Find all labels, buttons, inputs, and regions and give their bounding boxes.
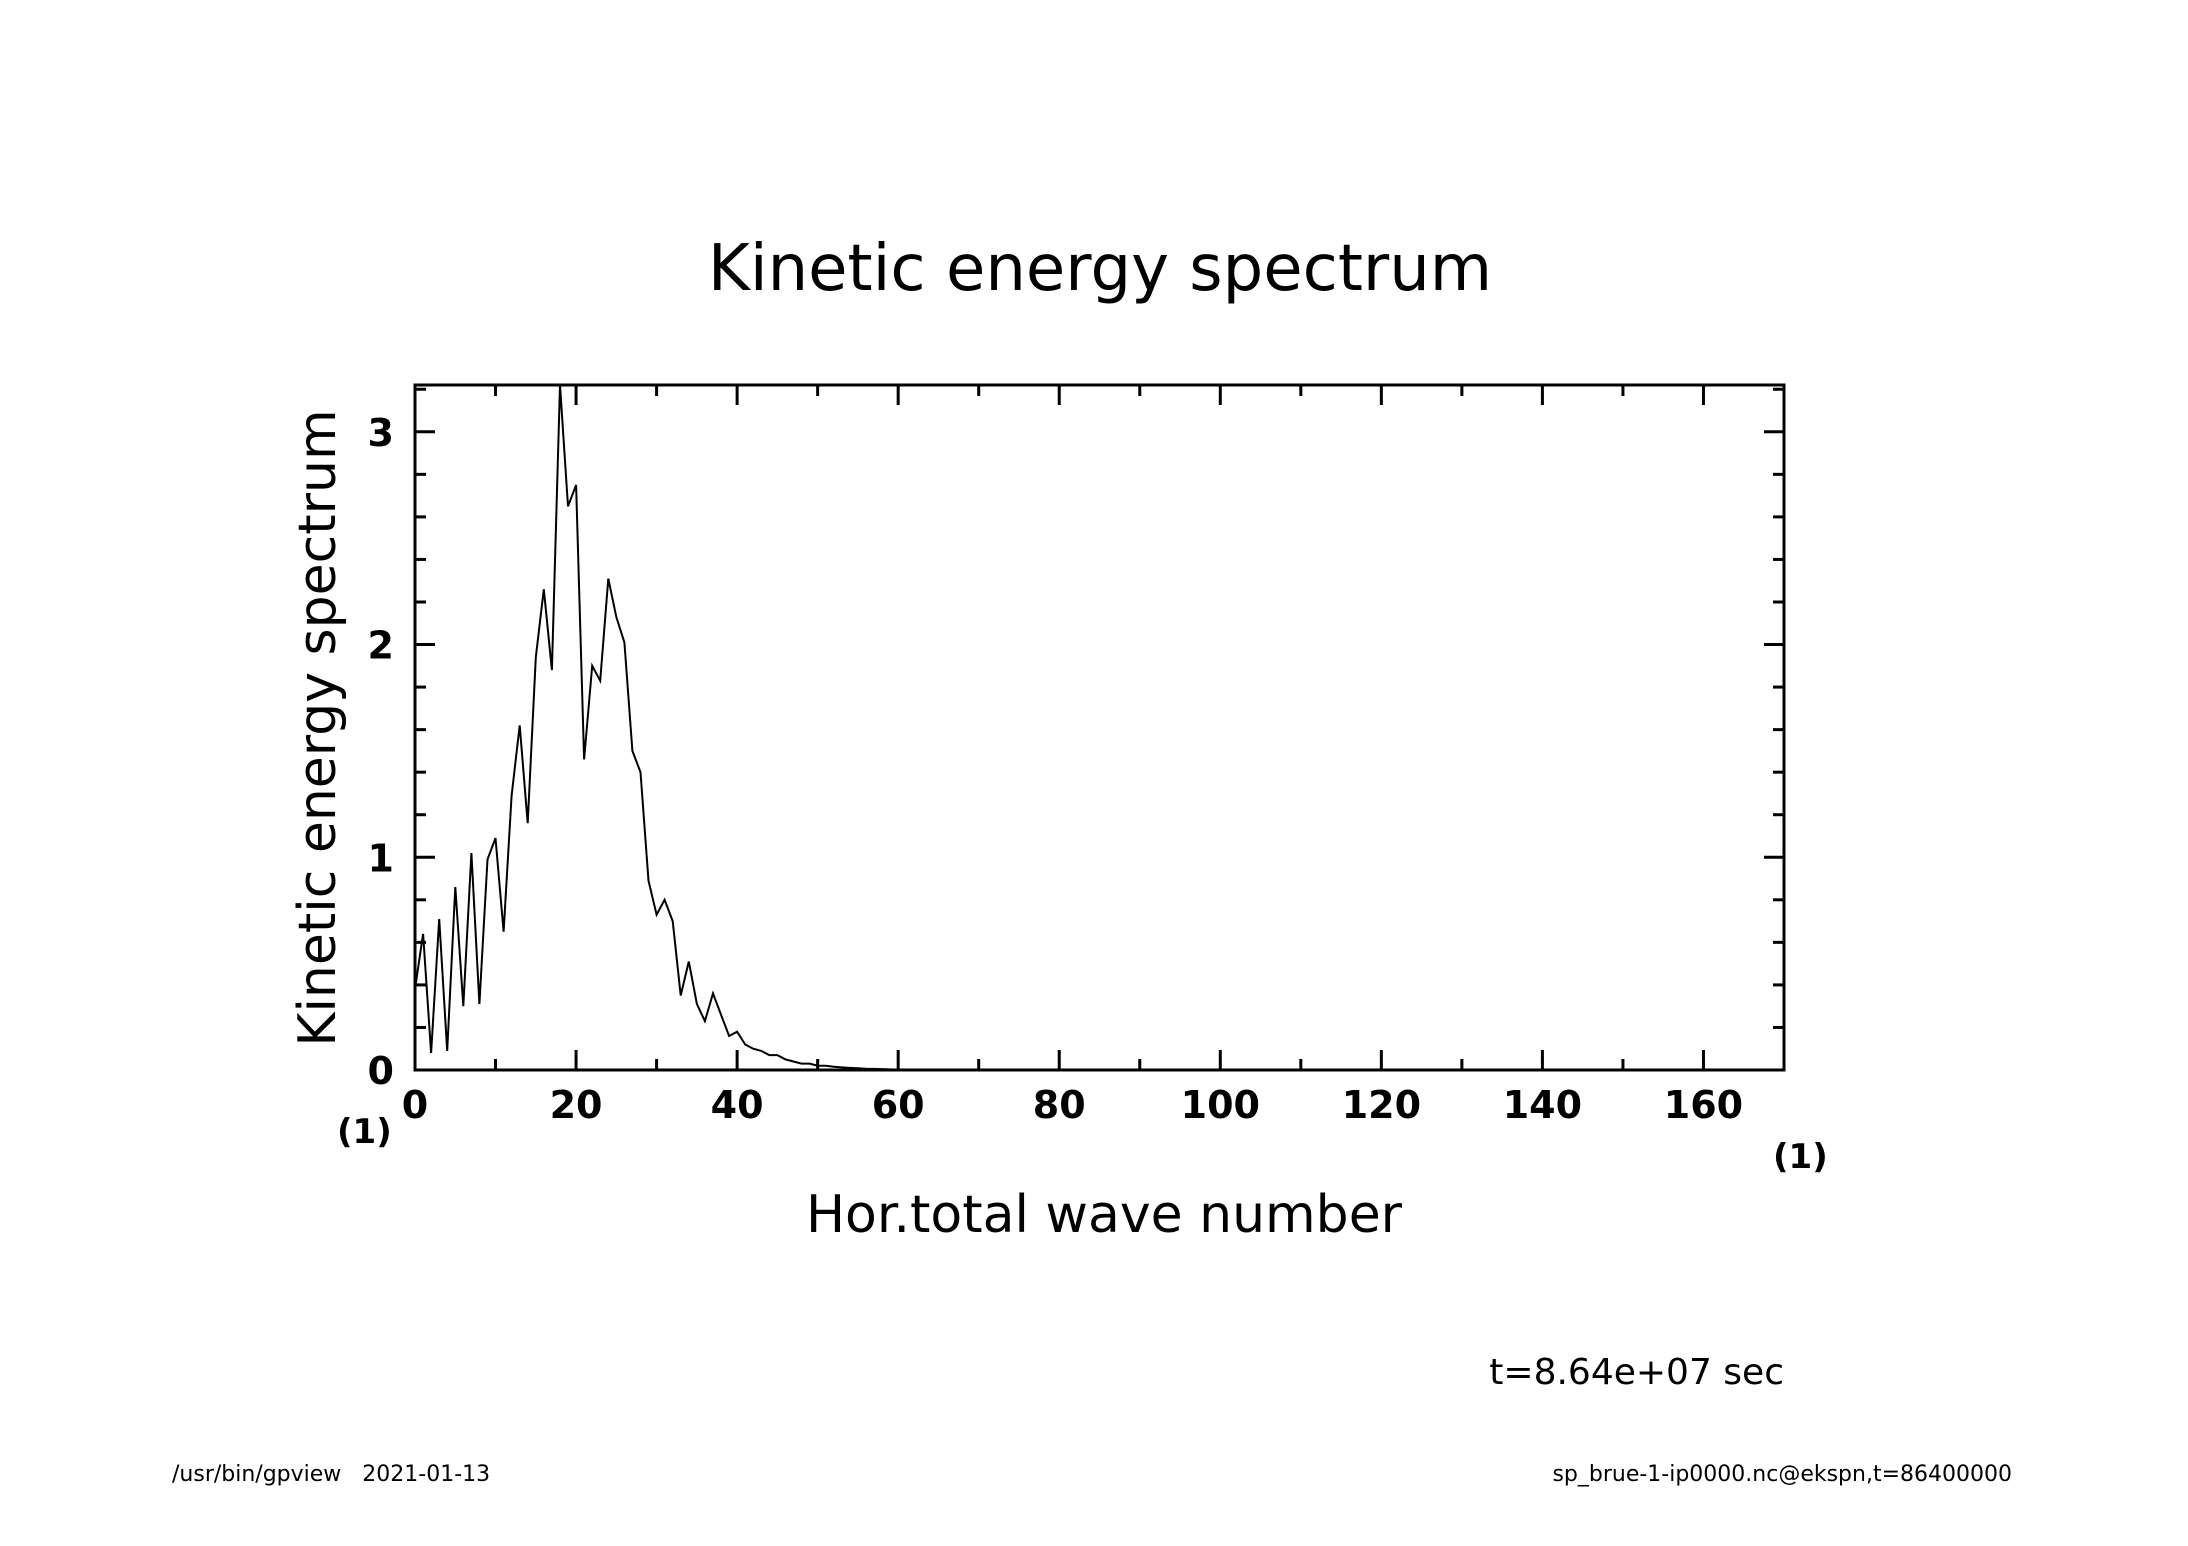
- x-tick-labels: 0 20 40 60 80 100 120 140 160: [402, 1083, 1743, 1127]
- y-axis-label: Kinetic energy spectrum: [288, 409, 348, 1046]
- spectrum-line: [414, 384, 1784, 1071]
- x-axis-label: Hor.total wave number: [806, 1185, 1403, 1245]
- x-tick-label: 100: [1181, 1083, 1260, 1127]
- time-annotation: t=8.64e+07 sec: [1489, 1352, 1784, 1393]
- y-tick-label: 0: [368, 1049, 394, 1093]
- y-unit-label: (1): [337, 1112, 392, 1152]
- x-tick-label: 140: [1503, 1083, 1582, 1127]
- footer-file-info: sp_brue-1-ip0000.nc@ekspn,t=86400000: [1552, 1462, 2012, 1487]
- y-tick-labels: 0 1 2 3: [368, 411, 394, 1093]
- axis-ticks: [413, 385, 1786, 1072]
- x-tick-label: 160: [1664, 1083, 1743, 1127]
- x-tick-label: 40: [711, 1083, 764, 1127]
- chart-title: Kinetic energy spectrum: [708, 232, 1492, 306]
- y-tick-label: 2: [368, 624, 394, 668]
- y-tick-label: 1: [368, 836, 394, 880]
- x-tick-label: 80: [1033, 1083, 1086, 1127]
- plot-frame: [413, 383, 1786, 1072]
- x-tick-label: 20: [550, 1083, 603, 1127]
- x-tick-label: 60: [872, 1083, 925, 1127]
- y-tick-label: 3: [368, 411, 394, 455]
- x-tick-label: 120: [1342, 1083, 1421, 1127]
- x-unit-label: (1): [1773, 1137, 1828, 1177]
- footer-program-date: /usr/bin/gpview 2021-01-13: [172, 1462, 490, 1487]
- x-tick-label: 0: [402, 1083, 428, 1127]
